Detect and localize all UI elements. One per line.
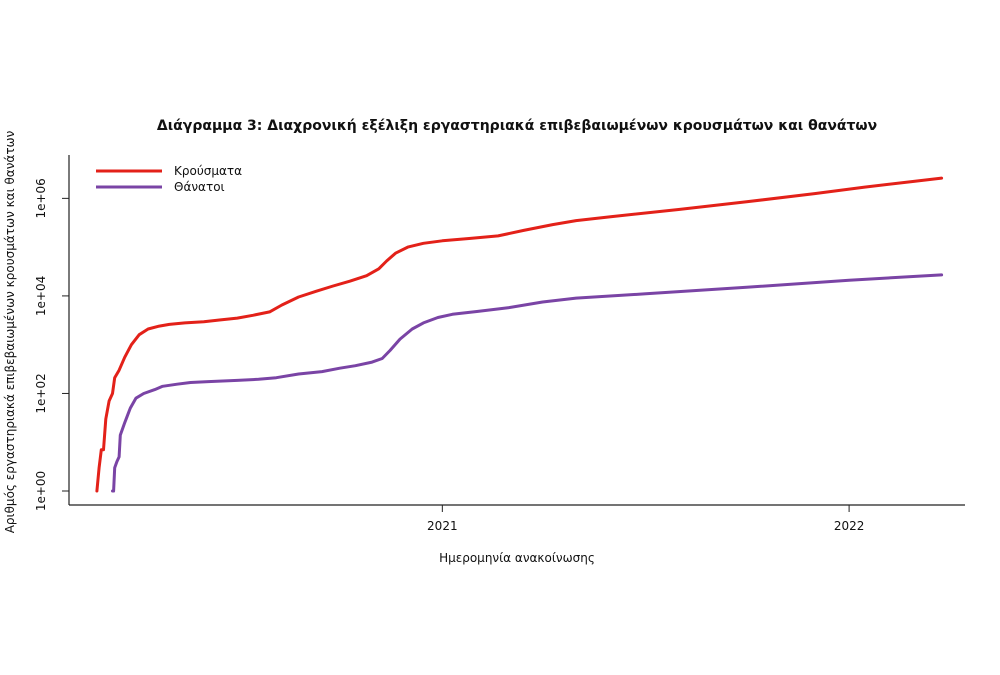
y-tick-label: 1e+02 <box>34 373 48 413</box>
series-line-2 <box>111 273 944 493</box>
chart-title: Διάγραμμα 3: Διαχρονική εξέλιξη εργαστηρ… <box>157 118 877 134</box>
x-tick-label: 2022 <box>834 519 865 533</box>
y-tick-label: 1e+04 <box>34 276 48 316</box>
legend: Κρούσματα Θάνατοι <box>96 164 242 194</box>
x-tick-label: 2021 <box>427 519 458 533</box>
axes: 2021 2022 1e+00 1e+02 1e+04 1e+06 <box>34 155 965 533</box>
y-tick-label: 1e+06 <box>34 178 48 218</box>
x-axis-label: Ημερομηνία ανακοίνωσης <box>439 551 595 565</box>
series-layer <box>95 176 944 493</box>
legend-label-2: Θάνατοι <box>174 180 225 194</box>
series-line-1 <box>95 176 944 493</box>
legend-label-1: Κρούσματα <box>174 164 242 178</box>
y-axis-label: Αριθμός εργαστηριακά επιβεβαιωμένων κρου… <box>3 130 17 533</box>
y-tick-label: 1e+00 <box>34 471 48 511</box>
